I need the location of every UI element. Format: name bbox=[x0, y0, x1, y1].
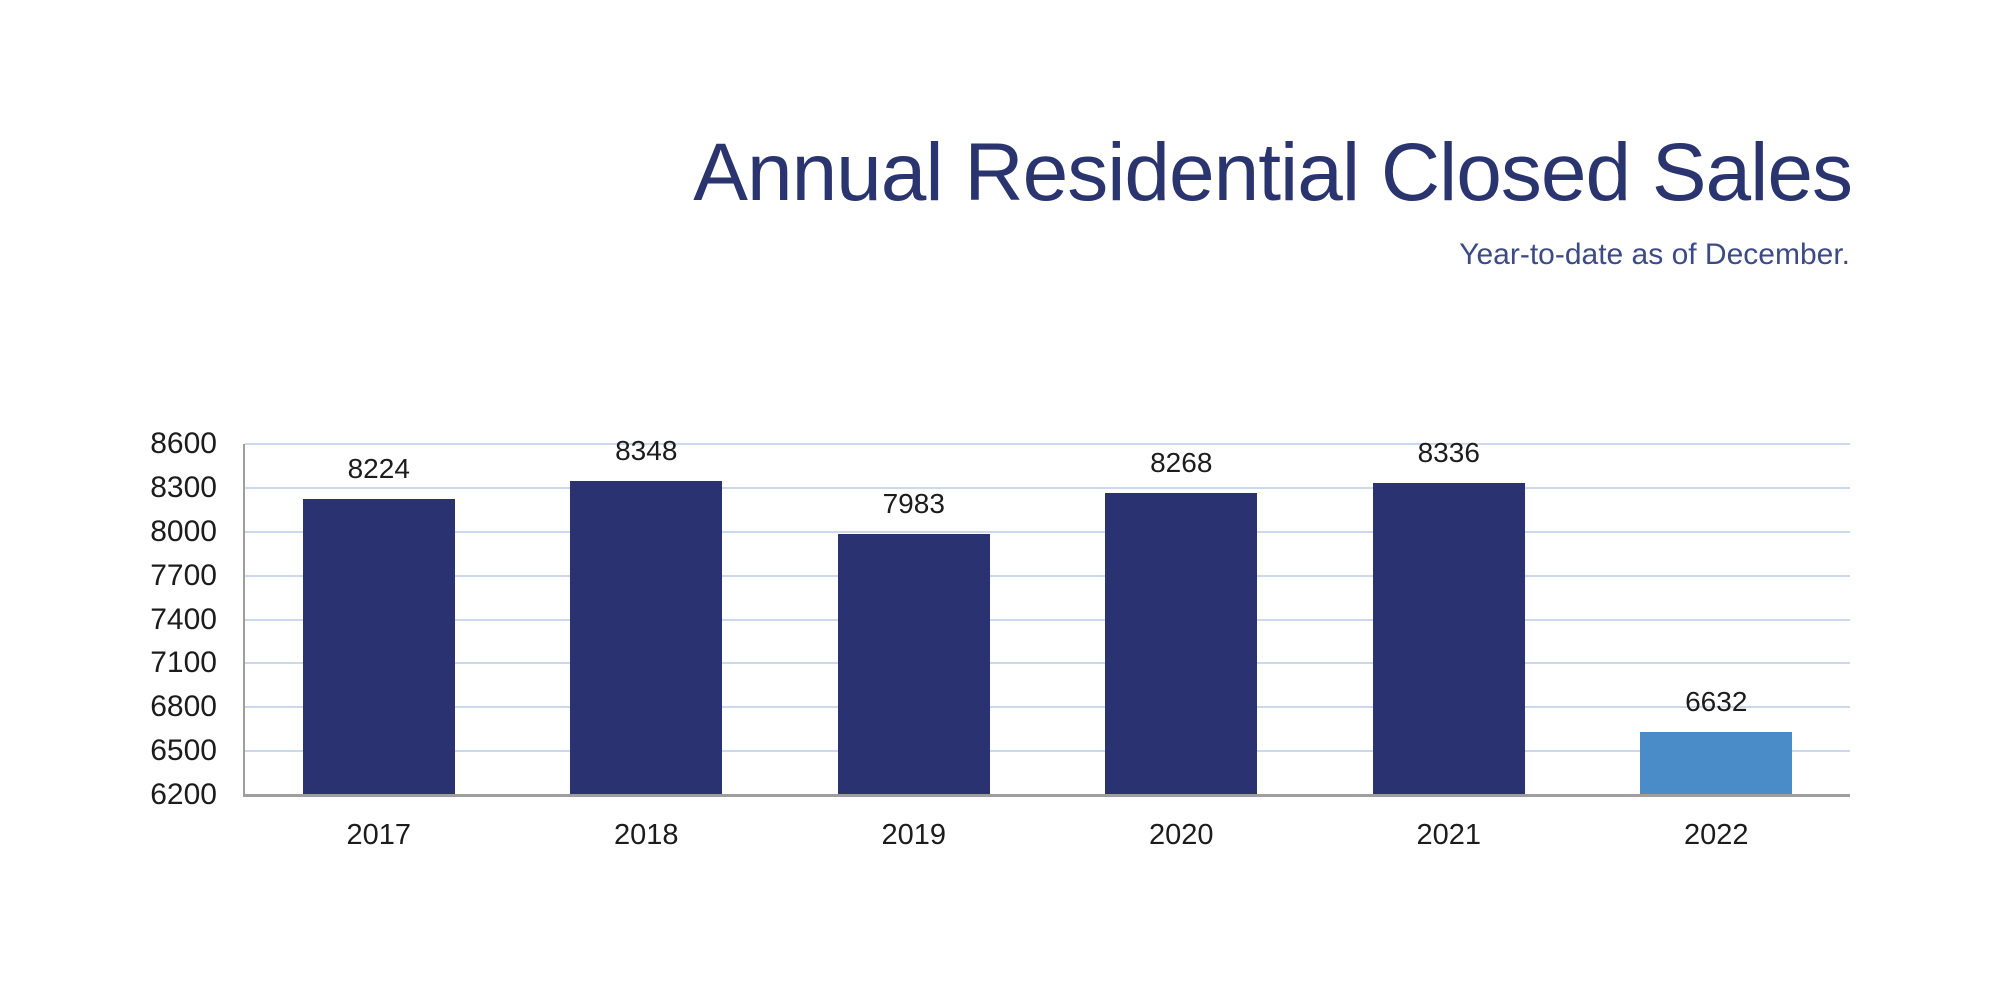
value-label-2022: 6632 bbox=[1685, 685, 1748, 717]
y-tick-label-6500: 6500 bbox=[150, 734, 217, 768]
bar-2018 bbox=[570, 480, 723, 795]
bar-2019 bbox=[837, 534, 990, 795]
x-tick-label-2020: 2020 bbox=[1148, 819, 1214, 851]
y-axis-line bbox=[243, 444, 245, 795]
x-tick-label-2019: 2019 bbox=[881, 819, 947, 851]
gridline-8600 bbox=[245, 443, 1850, 445]
value-label-2020: 8268 bbox=[1150, 446, 1213, 478]
chart-title: Annual Residential Closed Sales bbox=[693, 127, 1853, 218]
bar-2022 bbox=[1640, 731, 1793, 795]
gridline-7700 bbox=[245, 574, 1850, 577]
bar-2021 bbox=[1372, 482, 1525, 795]
gridline-7400 bbox=[245, 618, 1850, 621]
x-axis-line bbox=[243, 794, 1850, 797]
gridline-6500 bbox=[245, 750, 1850, 753]
gridline-8300 bbox=[245, 486, 1850, 489]
y-tick-label-7700: 7700 bbox=[150, 558, 217, 592]
x-tick-label-2022: 2022 bbox=[1683, 819, 1749, 851]
y-tick-label-6200: 6200 bbox=[150, 778, 217, 811]
y-tick-label-7100: 7100 bbox=[150, 646, 217, 680]
x-tick-label-2017: 2017 bbox=[346, 819, 412, 851]
y-tick-label-8000: 8000 bbox=[150, 514, 217, 548]
value-label-2018: 8348 bbox=[615, 434, 678, 466]
y-tick-label-8300: 8300 bbox=[150, 470, 217, 504]
bar-2017 bbox=[302, 499, 455, 795]
x-tick-label-2021: 2021 bbox=[1416, 819, 1482, 851]
gridline-6800 bbox=[245, 706, 1850, 709]
y-tick-label-6800: 6800 bbox=[150, 690, 217, 724]
y-tick-label-7400: 7400 bbox=[150, 602, 217, 636]
plot-area: 6200 6500 6800 7100 7400 7700 8000 8300 8600 822… bbox=[150, 427, 1850, 851]
y-tick-label-8600: 8600 bbox=[150, 427, 217, 460]
gridline-8000 bbox=[245, 530, 1850, 533]
value-label-2019: 7983 bbox=[882, 488, 945, 520]
value-label-2021: 8336 bbox=[1417, 436, 1480, 468]
x-tick-label-2018: 2018 bbox=[613, 819, 679, 851]
value-label-2017: 8224 bbox=[347, 453, 410, 484]
gridline-7100 bbox=[245, 662, 1850, 665]
chart-subtitle: Year-to-date as of December. bbox=[1459, 238, 1850, 271]
bar-2020 bbox=[1105, 492, 1258, 795]
